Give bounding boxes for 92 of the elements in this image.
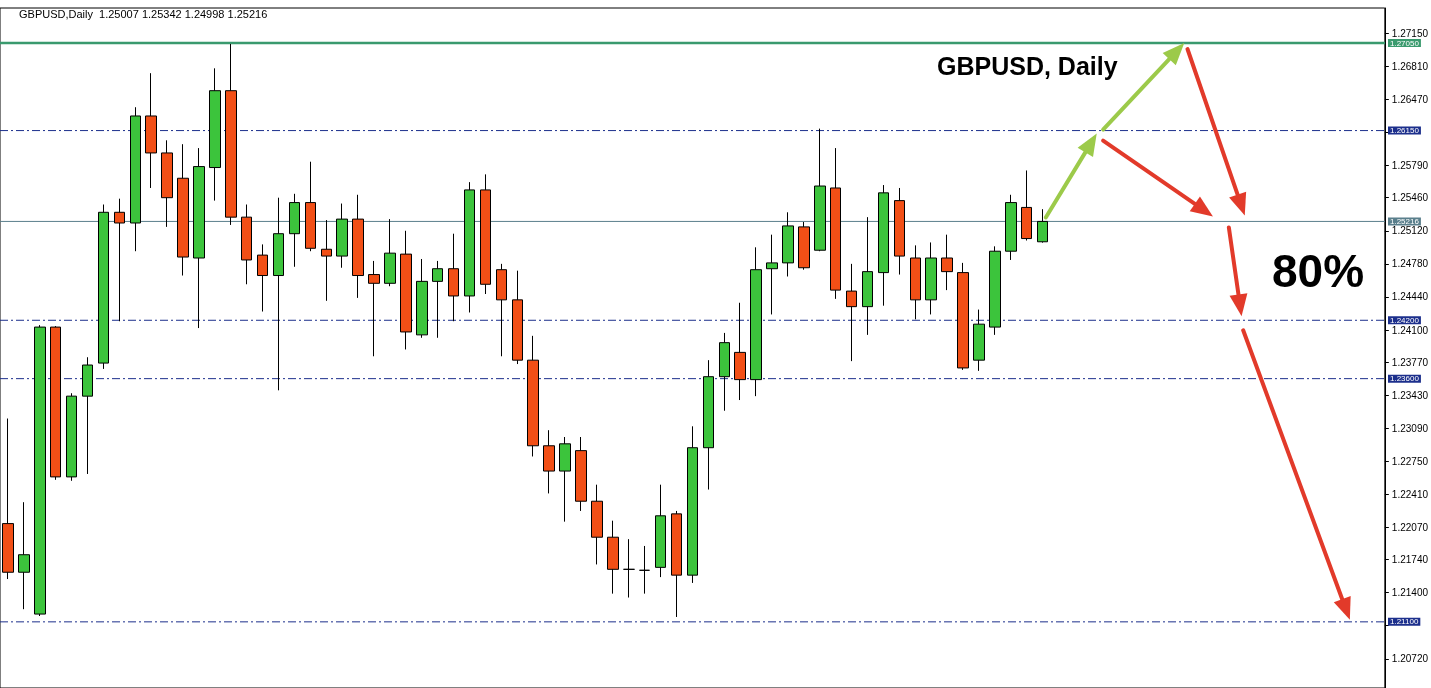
candlestick: [289, 193, 300, 268]
candlestick: [384, 218, 396, 287]
candlestick: [50, 325, 61, 481]
y-tick-label: 1.21740: [1391, 554, 1429, 566]
candlestick: [941, 234, 953, 291]
candlestick: [98, 204, 109, 370]
candlestick: [114, 198, 125, 322]
y-tick-label: 1.23430: [1391, 389, 1429, 401]
candlestick: [496, 263, 507, 357]
candlestick: [305, 161, 316, 252]
candlestick: [1037, 208, 1048, 244]
candlestick: [543, 429, 555, 494]
candlestick: [257, 243, 268, 313]
y-tick-label: 1.23770: [1391, 356, 1429, 368]
candlestick: [655, 484, 666, 578]
candlestick: [973, 309, 985, 372]
candlestick: [830, 147, 841, 300]
candlestick: [368, 260, 380, 357]
candlestick: [82, 356, 93, 475]
candlestick: [639, 545, 650, 595]
candlestick: [18, 501, 30, 610]
candlestick: [687, 425, 698, 584]
y-tick-label: 1.22410: [1391, 488, 1429, 500]
ref-line-label: 1.23600: [1390, 374, 1420, 384]
candlestick: [925, 241, 937, 315]
candlestick: [193, 147, 205, 329]
ref-line-label: 1.24200: [1390, 315, 1420, 325]
candlestick: [321, 219, 332, 302]
y-tick-label: 1.26810: [1391, 60, 1429, 72]
candlestick: [591, 484, 603, 565]
y-tick-label: 1.22750: [1391, 455, 1429, 467]
ref-line-label: 1.26150: [1390, 126, 1420, 136]
chart-subtitle: GBPUSD,Daily 1.25007 1.25342 1.24998 1.25216: [19, 7, 268, 20]
candlestick: [782, 211, 794, 277]
candlestick: [878, 184, 889, 307]
y-tick-label: 1.25790: [1391, 160, 1429, 172]
candlestick: [464, 181, 475, 313]
annotation: 80%: [1272, 245, 1365, 297]
candlestick: [527, 335, 539, 457]
candlestick: [607, 520, 619, 595]
candlestick: [846, 263, 857, 362]
candlestick: [448, 233, 459, 322]
candlestick: [66, 392, 77, 482]
candlestick: [575, 436, 587, 512]
ref-line-label: 1.27050: [1390, 38, 1420, 48]
y-tick-label: 1.21400: [1391, 587, 1429, 599]
y-tick-label: 1.22070: [1391, 521, 1429, 533]
ref-line-label: 1.25216: [1390, 216, 1420, 226]
candlestick: [432, 260, 443, 339]
candlestick: [1021, 169, 1032, 241]
candlestick: [241, 204, 252, 285]
y-tick-label: 1.24100: [1391, 324, 1429, 336]
candlestick: [400, 230, 412, 350]
candlestick: [734, 302, 746, 401]
candlestick: [750, 246, 762, 397]
candlestick: [623, 538, 635, 599]
candlestick: [671, 510, 682, 618]
y-tick-label: 1.25120: [1391, 225, 1429, 237]
candlestick: [416, 258, 428, 339]
candlestick: [480, 173, 491, 295]
candlestick: [989, 245, 1001, 336]
candlestick: [814, 128, 826, 252]
candlestick: [352, 194, 364, 299]
text: GBPUSD, Daily: [937, 51, 1118, 80]
candlestick: [798, 221, 810, 271]
candlestick: [225, 43, 237, 226]
candlestick: [161, 139, 173, 228]
candlestick: [1005, 194, 1017, 261]
candlestick: [273, 197, 284, 391]
candlestick: [766, 234, 778, 315]
candlestick: [703, 359, 714, 491]
candlestick: [209, 67, 221, 202]
candlestick: [512, 270, 523, 365]
candlestick: [34, 324, 46, 617]
y-tick-label: 1.20720: [1391, 653, 1429, 665]
candlestick: [145, 72, 157, 189]
candlestick: [177, 143, 189, 277]
candlestick: [862, 216, 873, 336]
candlestick: [336, 203, 348, 269]
candlestick: [894, 187, 905, 276]
y-tick-label: 1.26470: [1391, 93, 1429, 105]
candlestick: [910, 244, 921, 320]
candlestick: [130, 106, 141, 252]
y-tick-label: 1.24780: [1391, 258, 1429, 270]
y-tick-label: 1.24440: [1391, 291, 1429, 303]
y-tick-label: 1.23090: [1391, 422, 1429, 434]
candlestick: [719, 332, 730, 412]
y-tick-label: 1.25460: [1391, 192, 1429, 204]
y-tick-label: 1.27150: [1391, 27, 1429, 39]
candlestick: [957, 262, 969, 371]
ref-line-label: 1.21100: [1390, 617, 1419, 627]
candlestick: [559, 436, 571, 523]
